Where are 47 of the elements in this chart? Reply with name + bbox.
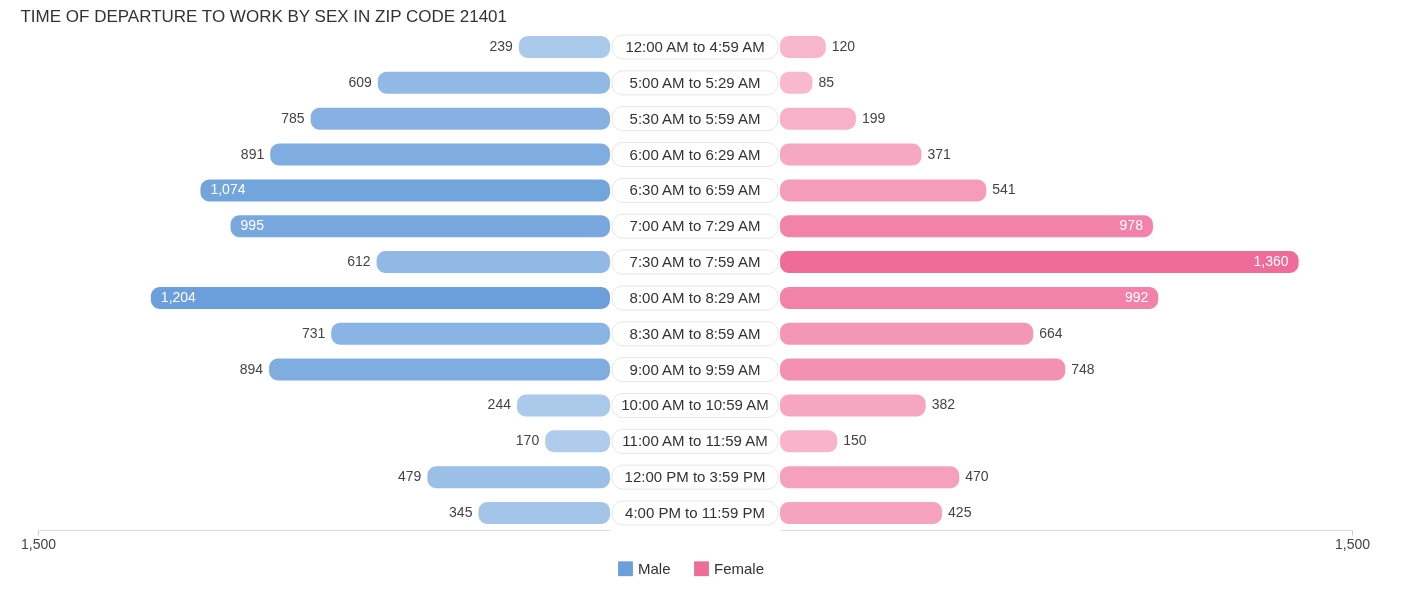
data-label: 978 [1119,217,1144,234]
data-label: 479 [397,468,422,485]
y-tick-label: 8:00 AM to 8:29 AM [629,288,761,306]
data-label: 150 [843,432,867,449]
data-label: 609 [348,73,372,90]
y-tick-label: 10:00 AM to 10:59 AM [621,396,769,414]
data-label: 785 [281,109,305,126]
data-label: 748 [1071,360,1095,377]
data-label: 1,074 [210,181,246,198]
y-tick-label: 5:00 AM to 5:29 AM [629,73,761,91]
y-tick-label: 6:30 AM to 6:59 AM [629,181,761,199]
data-label: 345 [449,503,473,520]
y-tick-label: 4:00 PM to 11:59 PM [625,503,765,521]
legend-label: Female [714,559,765,577]
data-label: 382 [931,396,956,413]
data-label: 891 [240,145,265,162]
data-label: 894 [239,360,264,377]
data-label: 541 [992,181,1016,198]
legend-label: Male [638,559,671,577]
y-tick-label: 12:00 AM to 4:59 AM [625,38,765,56]
x-tick-label: 1,500 [20,535,57,552]
y-tick-label: 12:00 PM to 3:59 PM [624,468,766,486]
y-tick-label: 7:00 AM to 7:29 AM [629,217,761,235]
data-label: 612 [347,253,371,270]
chart-title: TIME OF DEPARTURE TO WORK BY SEX IN ZIP CODE 21401 [20,7,508,26]
data-label: 244 [487,396,512,413]
data-label: 239 [489,38,514,55]
data-label: 1,360 [1253,253,1289,270]
data-label: 731 [301,324,326,341]
data-label: 992 [1124,288,1149,305]
y-tick-label: 5:30 AM to 5:59 AM [629,109,761,127]
y-tick-label: 11:00 AM to 11:59 AM [622,432,768,450]
data-label: 120 [831,38,856,55]
x-tick-label: 1,500 [1334,535,1371,552]
y-tick-label: 8:30 AM to 8:59 AM [629,324,761,342]
y-tick-label: 7:30 AM to 7:59 AM [629,253,761,271]
y-tick-label: 6:00 AM to 6:29 AM [629,145,761,163]
data-label: 425 [948,503,972,520]
data-label: 1,204 [160,288,197,305]
data-label: 995 [240,217,265,234]
data-label: 470 [965,468,989,485]
data-label: 170 [515,432,540,449]
data-label: 199 [861,109,886,126]
data-label: 371 [927,145,952,162]
y-tick-label: 9:00 AM to 9:59 AM [629,360,761,378]
data-label: 85 [818,73,835,90]
data-label: 664 [1039,324,1063,341]
